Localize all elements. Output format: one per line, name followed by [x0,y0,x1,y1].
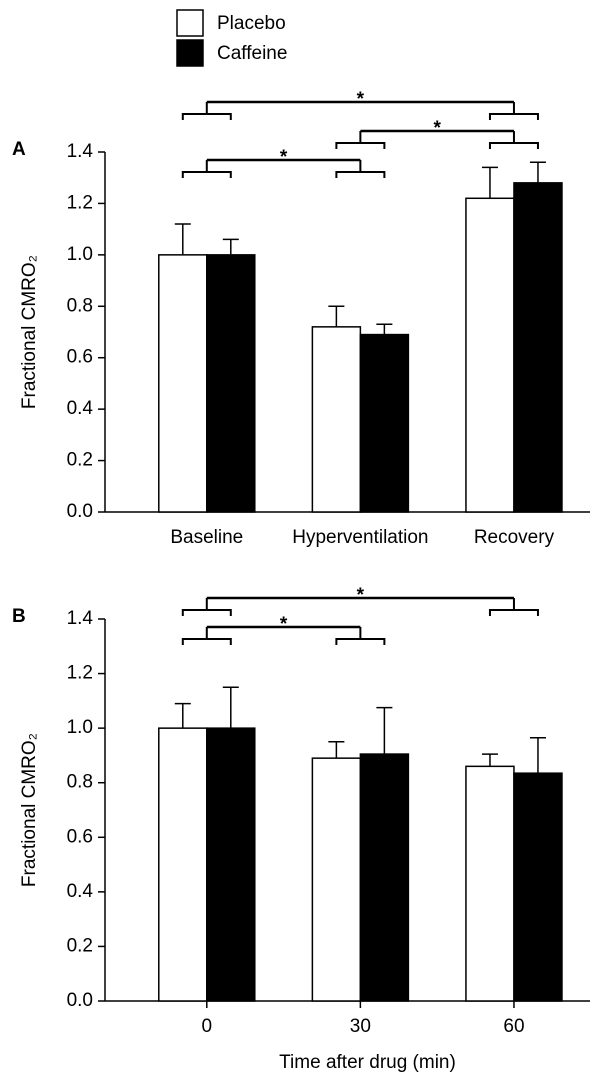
y-tick-label: 0.0 [67,501,93,522]
x-tick-label: Recovery [474,527,555,548]
y-tick-label: 0.6 [67,826,93,847]
y-tick-label: 0.2 [67,935,93,956]
y-tick-label: 0.8 [67,295,93,316]
bar [311,757,362,1002]
y-tick-label: 0.6 [67,347,93,368]
x-axis-label: Time after drug (min) [279,1052,456,1073]
y-tick-label: 1.2 [67,192,93,213]
y-tick-label: 0.4 [67,398,94,419]
bar [359,753,410,1002]
x-tick-label: Hyperventilation [292,527,428,548]
y-tick-label: 1.4 [67,141,94,162]
bar [465,765,515,1002]
panel-label: A [12,139,26,160]
x-tick-label: 60 [503,1016,524,1037]
y-tick-label: 0.2 [67,450,93,471]
bracket [335,160,386,178]
bar [311,326,362,513]
bar [158,727,208,1002]
y-tick-label: 1.4 [67,608,94,629]
x-tick-label: 30 [350,1016,371,1037]
significance-label: * [357,89,365,110]
bracket [181,160,232,178]
bracket [181,102,232,120]
x-tick-label: Baseline [170,527,243,548]
bar [513,772,563,1002]
bar [206,727,256,1002]
bar [465,197,515,513]
bar [158,254,208,513]
significance-label: * [433,118,441,139]
bracket [181,627,232,645]
significance-label: * [280,614,288,635]
bracket [181,598,232,616]
bracket [335,627,386,645]
y-tick-label: 0.4 [67,881,94,902]
bar [206,254,256,513]
bracket [488,598,539,616]
bar [513,182,563,513]
legend-label: Placebo [217,13,286,34]
y-tick-label: 1.0 [67,244,93,265]
x-tick-label: 0 [202,1016,213,1037]
legend-swatch [176,39,204,67]
legend-swatch [176,9,204,37]
significance-label: * [357,585,365,606]
y-tick-label: 0.8 [67,772,93,793]
bracket [335,131,386,149]
bracket [488,102,539,120]
y-axis-label: Fractional CMRO₂ [19,255,40,409]
panel-label: B [12,606,26,627]
y-tick-label: 1.0 [67,717,93,738]
significance-label: * [280,147,288,168]
legend-label: Caffeine [217,43,287,64]
y-tick-label: 1.2 [67,663,93,684]
y-axis-label: Fractional CMRO₂ [19,733,40,887]
bracket [488,131,539,149]
bar [359,333,410,513]
y-tick-label: 0.0 [67,990,93,1011]
